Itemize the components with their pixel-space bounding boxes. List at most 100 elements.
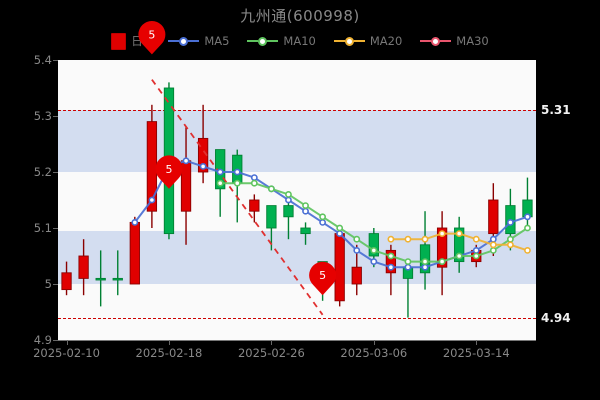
ma-point	[182, 157, 190, 165]
y-axis-tick-label: 5	[44, 277, 52, 291]
ma-point	[131, 219, 139, 226]
reference-value-label-resistance: 5.31	[541, 103, 571, 118]
x-axis-tick-label: 2025-02-18	[135, 346, 203, 360]
candle-0	[61, 261, 72, 296]
chart-legend: 日KMA5MA10MA20MA30	[0, 32, 600, 50]
signal-marker-low[interactable]: 5	[309, 261, 337, 296]
y-axis-tick-mark	[53, 340, 58, 341]
candle-body	[300, 227, 311, 235]
x-axis-tick-mark	[168, 340, 170, 345]
x-axis-tick-label: 2025-03-14	[442, 346, 510, 360]
legend-item-ma30[interactable]: MA30	[420, 34, 489, 48]
marker-pin-icon	[309, 261, 337, 296]
reference-line-support	[58, 317, 536, 319]
candle-body	[488, 199, 499, 235]
ma-point	[472, 247, 480, 254]
candle-body	[197, 137, 209, 173]
ma-point	[524, 213, 531, 221]
candlestick-canvas: 5 5 5	[61, 20, 533, 318]
ma-series-ma5	[131, 157, 531, 271]
x-axis-tick-label: 2025-02-10	[33, 346, 100, 360]
ma-point	[267, 185, 275, 193]
ma-point	[199, 163, 207, 170]
candle-body	[351, 266, 362, 285]
legend-dot-icon	[344, 36, 354, 46]
ma-point	[302, 207, 309, 215]
y-axis-tick-label: 5.4	[33, 53, 52, 67]
ma-point	[336, 230, 344, 237]
legend-dot-icon	[258, 36, 268, 46]
y-axis-tick-mark	[53, 284, 58, 285]
ma-point	[319, 213, 327, 221]
candle-body	[368, 233, 379, 257]
ma-point	[148, 196, 156, 204]
ma-point	[489, 241, 497, 249]
ma-point	[404, 258, 412, 265]
ma-point	[319, 219, 327, 226]
x-axis-tick-label: 2025-03-06	[340, 346, 408, 360]
downtrend-line	[151, 79, 324, 316]
candle-body	[385, 249, 397, 274]
x-axis-tick-label: 2025-02-26	[237, 346, 305, 360]
legend-line-right	[353, 40, 365, 42]
ma-point	[233, 179, 241, 187]
ma-point	[387, 263, 395, 271]
ma-point	[455, 252, 463, 260]
ma-point	[404, 263, 412, 271]
legend-label-ma10: MA10	[283, 34, 316, 48]
ma-point	[438, 230, 446, 237]
y-axis-tick-label: 5.1	[33, 221, 52, 235]
reference-line-resistance	[58, 110, 536, 112]
ma-point	[421, 263, 429, 271]
legend-dot-icon	[431, 36, 441, 46]
legend-label-ma20: MA20	[369, 34, 403, 48]
page-title: 九州通(600998)	[240, 7, 360, 25]
ma-point	[506, 241, 514, 249]
marker-pin-icon	[155, 155, 183, 189]
y-axis-tick-label: 5.3	[33, 109, 52, 123]
ma-series-ma10	[216, 179, 531, 265]
x-axis-tick-mark	[66, 340, 68, 345]
signal-marker-mid[interactable]: 5	[155, 155, 183, 189]
ma-point	[285, 196, 292, 204]
marker-label: 5	[319, 269, 326, 282]
legend-line-left	[247, 40, 259, 42]
x-axis-tick-mark	[373, 340, 375, 345]
candle-body	[454, 227, 465, 263]
ma-point	[472, 252, 480, 260]
y-axis-tick-mark	[53, 60, 58, 61]
ma-point	[336, 224, 344, 232]
candle-body	[129, 221, 140, 285]
ma-line	[133, 159, 529, 269]
candle-22	[436, 211, 448, 296]
candle-body	[266, 205, 277, 229]
candle-1	[78, 239, 89, 296]
marker-label: 5	[165, 163, 172, 176]
ma-point	[455, 230, 463, 237]
ma-point	[370, 258, 378, 265]
candle-11	[249, 194, 260, 223]
candle-7	[180, 127, 192, 245]
candle-body	[78, 255, 89, 279]
ma-point	[421, 235, 429, 243]
legend-line-right	[188, 40, 200, 42]
legend-item-ma10[interactable]: MA10	[247, 34, 316, 48]
legend-dot-icon	[179, 36, 189, 46]
candle-body	[283, 205, 294, 218]
signal-marker-top[interactable]: 5	[138, 20, 166, 55]
candle-3	[112, 250, 123, 296]
y-axis-tick-label: 4.9	[33, 333, 52, 347]
legend-item-ma20[interactable]: MA20	[333, 34, 403, 48]
x-axis-tick-mark	[271, 340, 273, 345]
legend-line-left	[333, 40, 345, 42]
candle-body	[334, 233, 345, 302]
plot-area: 5 5 5	[58, 20, 536, 340]
legend-item-ma5[interactable]: MA5	[168, 34, 229, 48]
ma-point	[370, 247, 378, 254]
ma-point	[404, 235, 412, 243]
ma-point	[250, 179, 258, 187]
ma-point	[421, 258, 429, 265]
ma-point	[472, 235, 480, 243]
ma-point	[387, 235, 395, 243]
ma-point	[506, 235, 514, 243]
